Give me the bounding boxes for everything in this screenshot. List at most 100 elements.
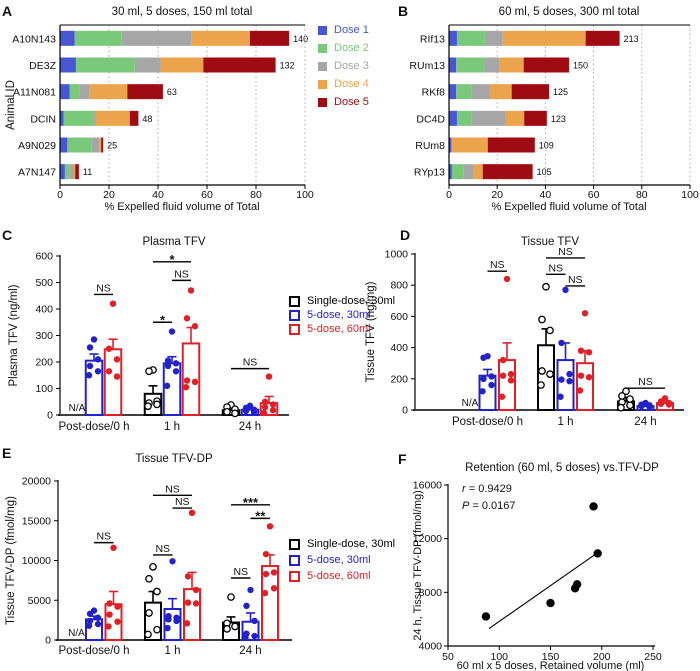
data-point: [113, 373, 121, 380]
x-axis-label: % Expelled fluid volume of Total: [104, 201, 259, 213]
category-label: 1 h: [164, 421, 180, 433]
single-dose-label: Single-dose, 30ml: [307, 538, 396, 550]
data-point-open: [144, 402, 152, 411]
total-label: 109: [539, 141, 554, 151]
panel-f: 4000 8000 12000 16000 50 100 150 200 250 r = 0.94…: [398, 451, 662, 671]
data-point: [507, 377, 515, 384]
bar: [181, 342, 201, 417]
data-point: [646, 403, 653, 411]
bar-segment: [449, 110, 457, 126]
x-tick-label: 0: [446, 189, 452, 201]
data-point: [247, 586, 254, 594]
p-annotation: P = 0.0167: [462, 500, 516, 512]
data-point-open: [626, 395, 634, 403]
data-point: [262, 570, 270, 578]
data-point-open: [546, 326, 554, 335]
row-label: DC4D: [416, 113, 445, 125]
y-tick-label: 1000: [385, 249, 409, 261]
single-dose-swatch: [289, 295, 300, 307]
data-point-open: [145, 574, 153, 583]
x-tick-label: 60: [201, 189, 213, 201]
data-point: [499, 356, 507, 364]
data-point: [260, 409, 268, 417]
bar-segment: [471, 110, 506, 126]
dose-2-label: Dose 2: [334, 42, 369, 54]
bar: [261, 565, 279, 641]
bar-segment: [456, 57, 485, 73]
sig-label: NS: [174, 268, 189, 280]
legend-item-dose-5: Dose 5: [318, 96, 369, 108]
data-point: [269, 401, 277, 408]
bar: [656, 401, 674, 412]
bar-segment: [523, 57, 570, 73]
sig-label: NS: [96, 282, 111, 294]
y-tick-label: 4000: [419, 641, 443, 653]
data-point: [488, 373, 495, 380]
sig-label: *: [169, 252, 175, 267]
sig-label: NS: [558, 246, 573, 258]
data-point: [191, 323, 199, 330]
bar-segment: [451, 164, 464, 180]
data-point: [90, 336, 98, 343]
bar-segment: [93, 110, 96, 126]
data-point: [105, 623, 112, 630]
data-point: [499, 372, 507, 379]
data-point: [270, 585, 278, 592]
panel-letter: B: [398, 3, 408, 19]
bar-segment: [451, 137, 488, 153]
bar-segment: [471, 84, 490, 100]
bar: [576, 362, 594, 412]
bar-segment: [489, 84, 512, 100]
panel-letter: E: [2, 445, 11, 461]
data-point: [183, 315, 191, 322]
data-point: [481, 612, 491, 621]
data-point: [250, 409, 258, 416]
data-point: [589, 502, 598, 511]
dose-5-label: Dose 5: [334, 96, 369, 108]
bar-segment: [91, 137, 100, 153]
dose-4-label: Dose 4: [334, 78, 369, 90]
data-point: [562, 286, 569, 294]
bar-segment: [456, 110, 472, 126]
bar-segment: [60, 84, 70, 100]
x-tick-label: 100: [681, 189, 699, 201]
legend-item-dose-3: Dose 3: [318, 60, 369, 72]
x-tick-label: 100: [490, 651, 508, 663]
trend-line: [488, 552, 597, 630]
row-label: RIf13: [420, 33, 445, 45]
row-label: RKf8: [422, 87, 446, 99]
data-point: [572, 580, 582, 589]
row-label: RUm8: [415, 140, 445, 152]
dose-1-label: Dose 1: [334, 24, 369, 36]
data-point-open: [537, 381, 545, 389]
data-point: [638, 402, 645, 410]
panel-b: RIf13 213 RUm13 150 RKf8 125 DC4D 123 RUm8 109 RYp…: [398, 3, 699, 213]
y-axis-label: 24 h, Tissue TFV-DP (fmol/mg): [412, 490, 424, 641]
data-point-open: [145, 367, 153, 376]
data-point: [173, 617, 180, 625]
legend-item-5dose-60ml: 5-dose, 60ml: [289, 570, 395, 582]
data-point: [191, 378, 199, 386]
row-label: DE3Z: [29, 60, 56, 72]
category-label: 24 h: [634, 416, 656, 428]
r-annotation: r = 0.9429: [462, 483, 512, 495]
data-point: [113, 356, 121, 363]
data-point: [593, 549, 602, 558]
x-tick-label: 0: [57, 189, 63, 201]
bar-segment: [585, 30, 620, 46]
bar-segment: [73, 164, 76, 180]
legend-item-dose-1: Dose 1: [318, 24, 369, 36]
data-point-open: [153, 625, 161, 634]
data-point-open: [542, 282, 550, 291]
na-label: N/A: [462, 398, 479, 409]
total-label: 140: [293, 34, 308, 44]
bar-segment: [160, 57, 204, 73]
bar-segment: [99, 137, 102, 153]
y-tick-label: 15000: [22, 515, 51, 527]
row-label: RUm13: [409, 60, 445, 72]
bar-segment: [487, 137, 535, 153]
na-label: N/A: [69, 403, 86, 414]
data-point: [109, 300, 117, 307]
data-point: [665, 401, 673, 408]
legend-item-5dose-30ml: 5-dose, 30ml: [289, 554, 395, 566]
